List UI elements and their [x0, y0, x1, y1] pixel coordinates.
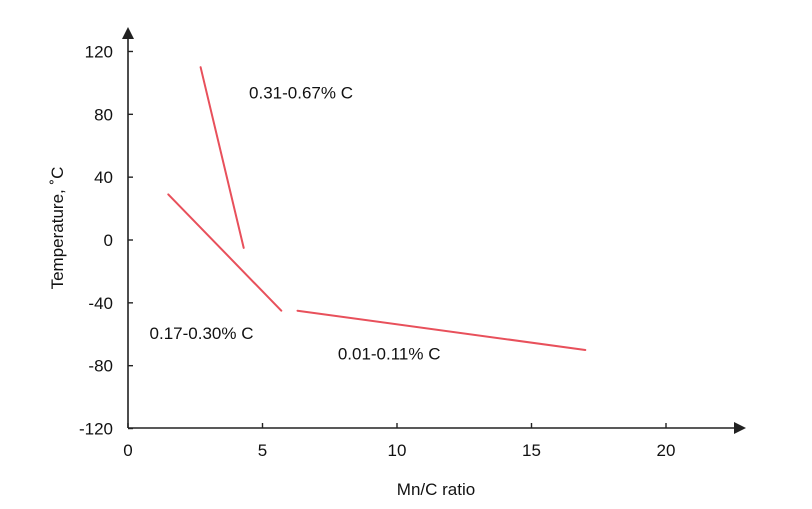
x-axis-arrow-icon	[734, 422, 746, 434]
y-tick-label: 80	[94, 105, 113, 124]
x-tick-label: 15	[522, 441, 541, 460]
series-line	[199, 66, 245, 249]
y-tick-label: -40	[88, 294, 113, 313]
x-ticks: 0 5 10 15 20	[123, 423, 675, 460]
series-annotation: 0.17-0.30% C	[150, 324, 254, 343]
x-axis-label: Mn/C ratio	[397, 480, 475, 499]
x-tick-label: 5	[258, 441, 267, 460]
y-tick-label: 120	[85, 42, 113, 61]
series-line	[296, 309, 587, 351]
x-tick-label: 20	[657, 441, 676, 460]
y-ticks: -120 -80 -40 0 40 80 120	[79, 42, 133, 439]
annotations: 0.31-0.67% C 0.17-0.30% C 0.01-0.11% C	[150, 84, 441, 364]
y-tick-label: 0	[104, 231, 113, 250]
series-annotation: 0.01-0.11% C	[338, 344, 441, 363]
series-annotation: 0.31-0.67% C	[249, 84, 353, 103]
axes	[122, 27, 746, 434]
y-tick-label: -80	[88, 357, 113, 376]
y-axis-arrow-icon	[122, 27, 134, 39]
y-tick-label: -120	[79, 420, 113, 439]
series-lines	[167, 66, 587, 351]
series-line	[167, 193, 283, 312]
y-tick-label: 40	[94, 168, 113, 187]
x-tick-label: 10	[388, 441, 407, 460]
x-tick-label: 0	[123, 441, 132, 460]
y-axis-label: Temperature, ˚C	[48, 167, 67, 290]
